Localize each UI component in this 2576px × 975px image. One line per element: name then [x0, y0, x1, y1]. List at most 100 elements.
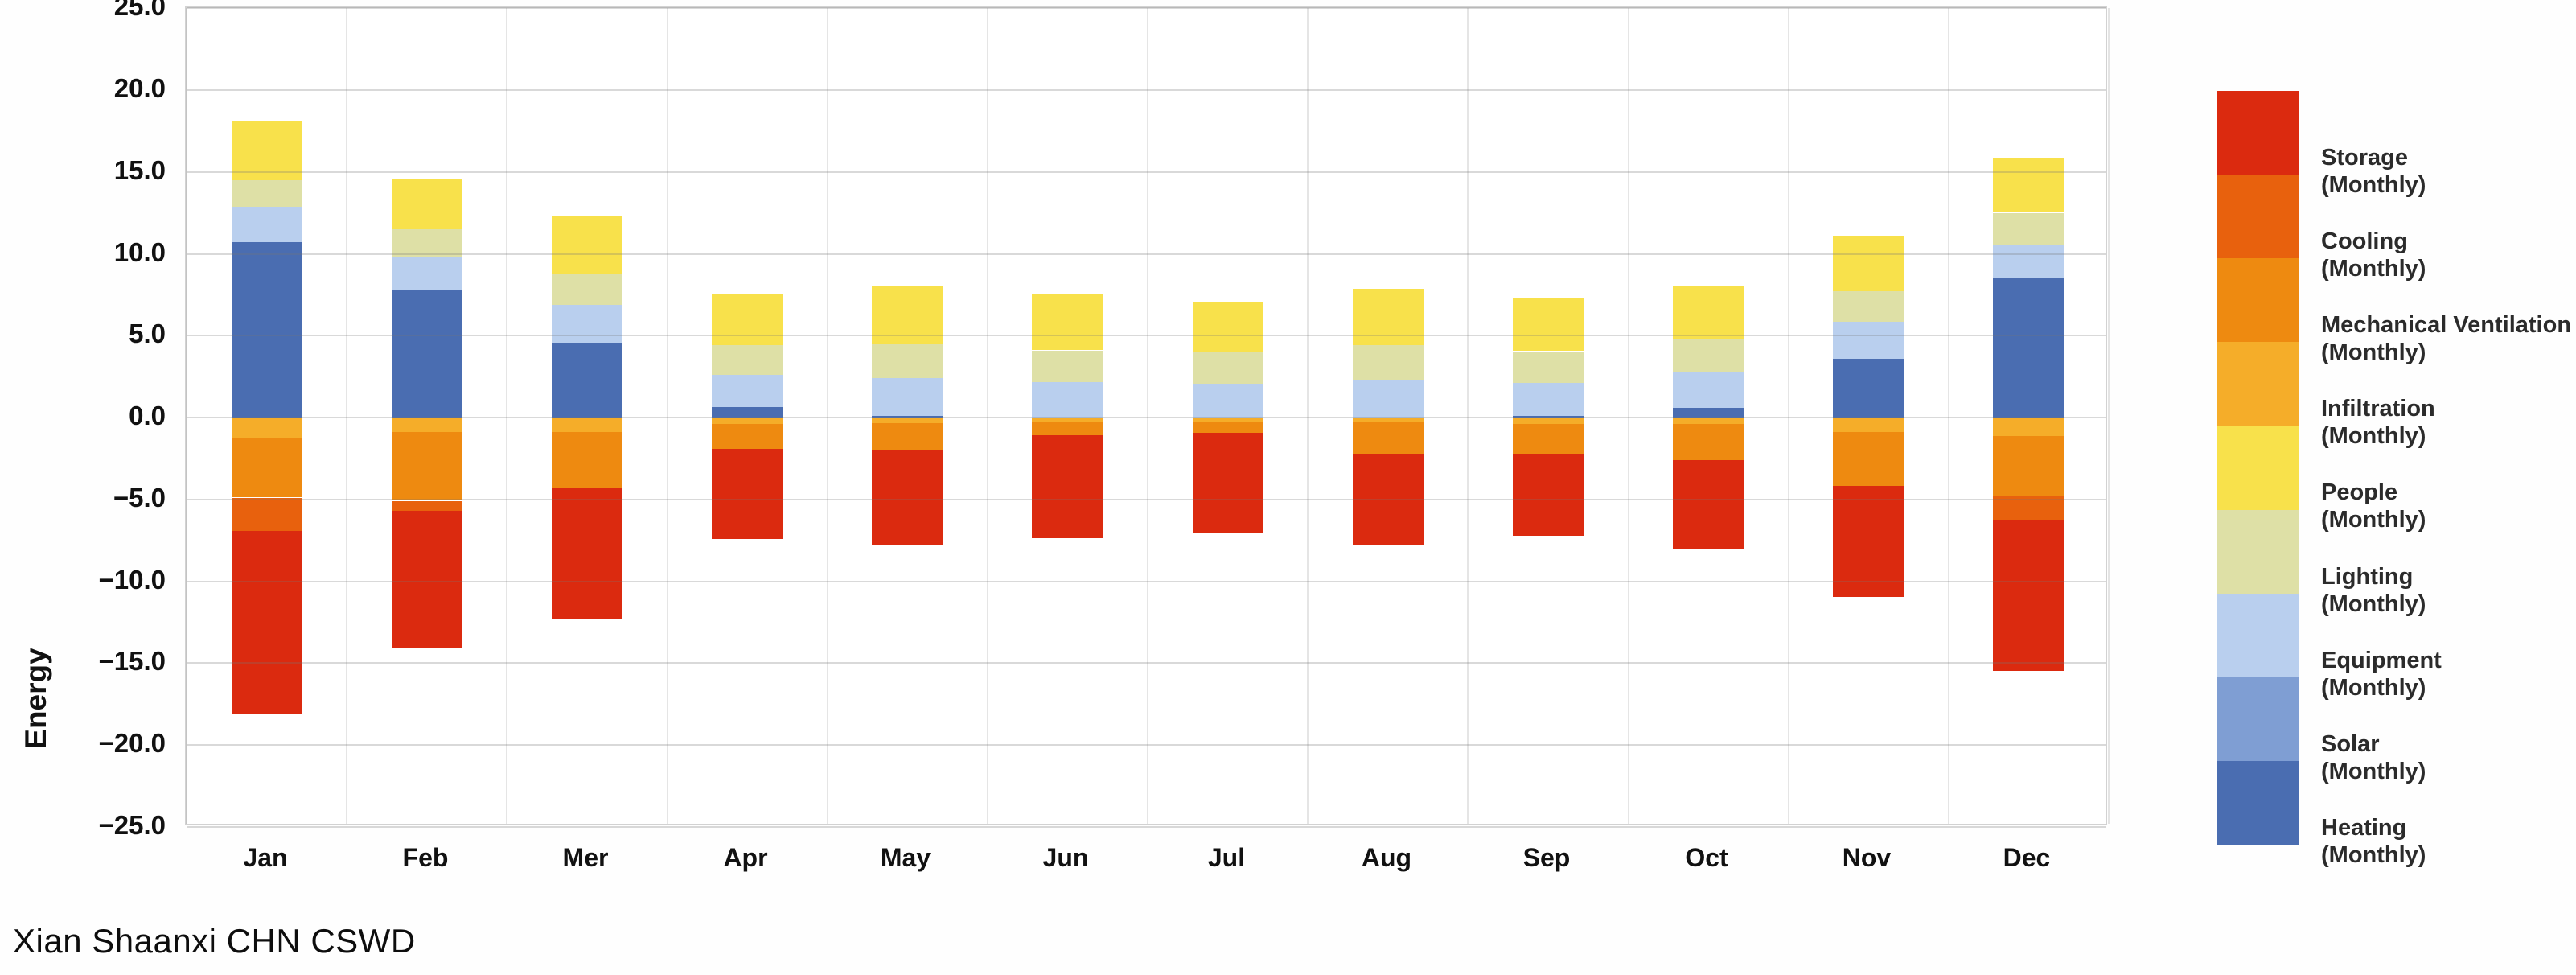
horizontal-gridline [187, 7, 2106, 9]
bar-segment-infiltration-jul [1193, 418, 1263, 422]
x-tick-label-apr: Apr [723, 843, 768, 872]
horizontal-gridline [187, 662, 2106, 664]
legend-swatch-storage [2217, 91, 2299, 175]
bar-segment-storage-jun [1032, 435, 1103, 538]
bar-segment-infiltration-jun [1032, 418, 1103, 422]
bar-segment-people-sep [1513, 298, 1584, 351]
legend-sublabel-solar: (Monthly) [2321, 759, 2426, 784]
legend-sublabel-mech_vent: (Monthly) [2321, 339, 2426, 365]
bar-segment-mech_vent-feb [392, 432, 462, 500]
bar-segment-equipment-jun [1032, 381, 1103, 418]
bar-segment-storage-sep [1513, 454, 1584, 536]
bar-segment-people-jan [232, 121, 302, 180]
bar-segment-people-jul [1193, 302, 1263, 352]
bar-segment-infiltration-dec [1993, 418, 2064, 436]
horizontal-gridline [187, 335, 2106, 336]
bar-segment-equipment-apr [712, 375, 783, 407]
y-tick-label: −25.0 [98, 810, 166, 840]
bar-segment-equipment-aug [1353, 380, 1424, 418]
horizontal-gridline [187, 581, 2106, 582]
bar-segment-people-mer [552, 216, 622, 274]
bar-segment-infiltration-oct [1673, 418, 1744, 424]
vertical-gridline [346, 8, 347, 824]
legend-label-lighting: Lighting [2321, 564, 2414, 590]
legend-swatch-lighting [2217, 510, 2299, 594]
bar-segment-storage-jan [232, 531, 302, 714]
legend-label-infiltration: Infiltration [2321, 396, 2435, 422]
bar-segment-equipment-feb [392, 257, 462, 290]
bar-segment-storage-nov [1833, 486, 1904, 597]
bar-segment-storage-apr [712, 449, 783, 539]
bar-segment-infiltration-feb [392, 418, 462, 432]
legend-entry-people: People (Monthly) [2321, 479, 2426, 533]
y-tick-label: 15.0 [113, 155, 166, 185]
bar-segment-lighting-sep [1513, 352, 1584, 383]
x-tick-label-nov: Nov [1842, 843, 1892, 872]
y-tick-label: 25.0 [113, 0, 166, 21]
legend-label-cooling: Cooling [2321, 228, 2408, 254]
legend-swatch-equipment [2217, 594, 2299, 678]
bar-segment-equipment-sep [1513, 382, 1584, 416]
bar-segment-heating-jan [232, 242, 302, 418]
bar-segment-heating-apr [712, 407, 783, 418]
legend-entry-equipment: Equipment (Monthly) [2321, 647, 2442, 701]
bar-segment-people-may [872, 286, 943, 344]
bar-segment-storage-mer [552, 488, 622, 619]
x-tick-label-jun: Jun [1042, 843, 1089, 872]
legend-sublabel-equipment: (Monthly) [2321, 675, 2426, 701]
bar-segment-mech_vent-jan [232, 438, 302, 497]
y-axis-title: Energy [19, 648, 52, 749]
bar-segment-infiltration-mer [552, 418, 622, 432]
legend-label-equipment: Equipment [2321, 648, 2442, 673]
chart-title: Xian Shaanxi CHN CSWD [13, 922, 416, 960]
legend-label-storage: Storage [2321, 145, 2408, 171]
bar-segment-lighting-nov [1833, 291, 1904, 322]
legend-entry-solar: Solar (Monthly) [2321, 730, 2426, 785]
vertical-gridline [1628, 8, 1629, 824]
legend-sublabel-people: (Monthly) [2321, 507, 2426, 533]
legend-entry-mech_vent: Mechanical Ventilation (Monthly) [2321, 311, 2571, 366]
bar-segment-lighting-mer [552, 274, 622, 305]
bar-segment-equipment-mer [552, 305, 622, 343]
bar-segment-people-apr [712, 294, 783, 345]
bar-segment-lighting-feb [392, 229, 462, 257]
x-tick-label-feb: Feb [402, 843, 449, 872]
bar-segment-mech_vent-nov [1833, 432, 1904, 486]
horizontal-gridline [187, 171, 2106, 173]
y-tick-label: 20.0 [113, 73, 166, 103]
bar-segment-heating-nov [1833, 359, 1904, 418]
legend-sublabel-storage: (Monthly) [2321, 172, 2426, 198]
bar-segment-mech_vent-dec [1993, 436, 2064, 496]
horizontal-gridline [187, 744, 2106, 746]
bar-segment-infiltration-jan [232, 418, 302, 438]
y-tick-label: 5.0 [129, 319, 166, 348]
x-tick-label-aug: Aug [1361, 843, 1412, 872]
bar-segment-people-aug [1353, 289, 1424, 345]
bar-segment-equipment-nov [1833, 322, 1904, 359]
legend-sublabel-lighting: (Monthly) [2321, 591, 2426, 617]
bar-segment-lighting-jun [1032, 351, 1103, 382]
vertical-gridline [186, 8, 187, 824]
bar-segment-storage-may [872, 450, 943, 545]
bar-segment-people-jun [1032, 294, 1103, 350]
legend-label-solar: Solar [2321, 731, 2380, 757]
bar-segment-mech_vent-mer [552, 432, 622, 488]
bar-segment-infiltration-aug [1353, 418, 1424, 422]
legend-swatch-cooling [2217, 175, 2299, 259]
bar-segment-lighting-oct [1673, 339, 1744, 372]
legend-entry-cooling: Cooling (Monthly) [2321, 228, 2426, 282]
x-tick-label-dec: Dec [2003, 843, 2051, 872]
bar-segment-people-nov [1833, 236, 1904, 291]
bar-segment-mech_vent-jul [1193, 422, 1263, 433]
y-tick-label: −20.0 [98, 728, 166, 758]
y-tick-label: −15.0 [98, 646, 166, 676]
bar-segment-cooling-dec [1993, 496, 2064, 521]
bar-segment-people-dec [1993, 158, 2064, 212]
y-tick-label: 0.0 [129, 401, 166, 430]
legend-swatch-mech_vent [2217, 258, 2299, 343]
bar-segment-equipment-may [872, 378, 943, 416]
horizontal-gridline [187, 89, 2106, 91]
legend-entry-heating: Heating (Monthly) [2321, 814, 2426, 869]
legend-entry-storage: Storage (Monthly) [2321, 144, 2426, 199]
